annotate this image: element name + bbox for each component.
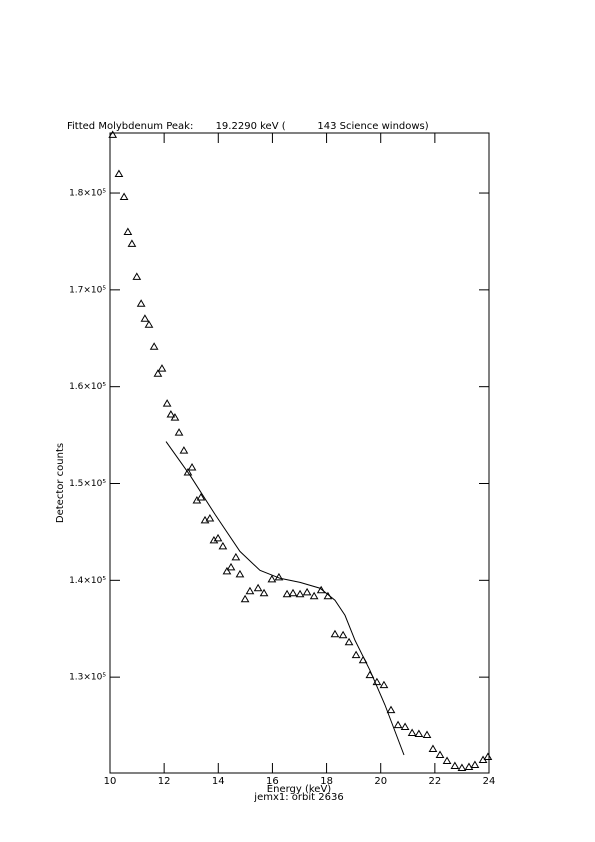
- data-point: [428, 744, 438, 752]
- data-point: [245, 586, 255, 595]
- data-point: [442, 756, 452, 764]
- data-point: [170, 413, 180, 421]
- data-point: [330, 629, 340, 638]
- data-point: [288, 588, 298, 597]
- data-point: [450, 761, 460, 770]
- data-point: [209, 535, 219, 544]
- data-point: [153, 369, 163, 377]
- data-point: [127, 239, 137, 247]
- data-point: [407, 728, 417, 737]
- data-point: [132, 272, 142, 280]
- data-point: [119, 192, 129, 200]
- data-point: [205, 513, 215, 522]
- data-point: [114, 169, 124, 178]
- y-tick-label: 1.8×10⁵: [69, 189, 106, 199]
- x-tick-label: 20: [374, 776, 387, 787]
- data-point: [222, 566, 232, 575]
- data-point: [235, 569, 245, 578]
- y-tick-label: 1.6×10⁵: [69, 382, 106, 392]
- y-tick-label: 1.5×10⁵: [69, 479, 106, 489]
- data-point: [316, 585, 326, 594]
- data-point: [140, 314, 150, 322]
- data-point: [302, 587, 312, 596]
- data-point: [149, 342, 159, 350]
- data-point: [457, 763, 467, 771]
- y-axis-label: Detector counts: [55, 443, 66, 523]
- x-tick-label: 16: [266, 776, 279, 787]
- y-tick-label: 1.3×10⁵: [69, 673, 106, 683]
- x-tick-label: 14: [212, 776, 225, 787]
- data-point: [344, 637, 354, 646]
- data-point: [483, 752, 493, 761]
- data-point: [196, 492, 206, 501]
- fit-line: [165, 441, 405, 756]
- data-point: [226, 562, 236, 571]
- x-tick-label: 10: [104, 776, 117, 787]
- x-tick-label: 22: [428, 776, 441, 787]
- data-point: [338, 630, 348, 639]
- data-point: [231, 552, 241, 561]
- data-point: [470, 760, 480, 768]
- data-point: [174, 428, 184, 436]
- data-point: [464, 762, 474, 770]
- data-point: [123, 227, 133, 235]
- data-point: [144, 320, 154, 328]
- data-point: [386, 705, 396, 714]
- data-point: [295, 589, 305, 598]
- data-point: [166, 410, 176, 418]
- plot-frame: [109, 132, 490, 774]
- data-point: [400, 722, 410, 731]
- data-point: [179, 446, 189, 454]
- y-tick-label: 1.7×10⁵: [69, 285, 106, 295]
- data-point: [108, 130, 118, 138]
- data-point: [282, 589, 292, 598]
- data-point: [136, 299, 146, 307]
- data-point: [393, 720, 403, 729]
- data-point: [253, 583, 263, 592]
- chart-title: Fitted Molybdenum Peak: 19.2290 keV ( 14…: [67, 121, 429, 132]
- data-point: [157, 364, 167, 372]
- data-point: [240, 594, 250, 603]
- data-point: [259, 588, 269, 597]
- data-point: [267, 574, 277, 583]
- x-tick-label: 12: [158, 776, 171, 787]
- data-point: [213, 533, 223, 542]
- data-point: [162, 399, 172, 407]
- data-point: [187, 463, 197, 471]
- subtitle: jemx1: orbit 2636: [253, 792, 343, 803]
- data-point: [309, 591, 319, 600]
- y-tick-label: 1.4×10⁵: [69, 576, 106, 586]
- x-tick-label: 18: [320, 776, 333, 787]
- data-point: [183, 467, 193, 476]
- data-point: [379, 680, 389, 689]
- data-point: [414, 729, 424, 737]
- x-axis-label: Energy (keV): [267, 784, 332, 795]
- x-tick-label: 24: [483, 776, 496, 787]
- data-point: [435, 750, 445, 758]
- data-point: [422, 730, 432, 738]
- data-point: [351, 650, 361, 659]
- data-point: [218, 541, 228, 550]
